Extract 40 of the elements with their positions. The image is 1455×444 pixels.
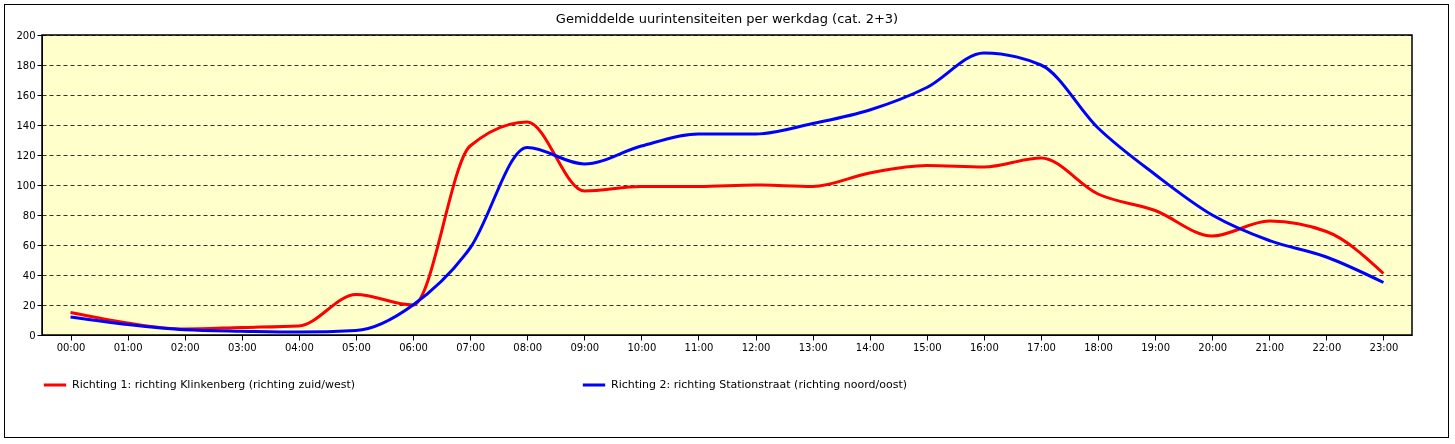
y-tick-label: 140	[16, 119, 36, 131]
x-tick-label: 00:00	[56, 341, 86, 353]
x-tick-label: 02:00	[170, 341, 200, 353]
x-tick-label: 12:00	[741, 341, 771, 353]
x-tick-label: 18:00	[1084, 341, 1113, 353]
x-tick-label: 01:00	[113, 341, 143, 353]
line-series	[69, 51, 1385, 334]
x-tick-label: 09:00	[570, 341, 600, 353]
x-tick-label: 06:00	[399, 341, 428, 353]
y-tick-label: 40	[22, 269, 36, 281]
x-tick-label: 20:00	[1198, 341, 1228, 353]
x-tick-label: 04:00	[284, 341, 314, 353]
y-tick-label: 120	[16, 149, 36, 161]
x-tick-label: 22:00	[1312, 341, 1342, 353]
x-tick-label: 21:00	[1255, 341, 1285, 353]
x-tick-label: 13:00	[798, 341, 828, 353]
legend-label: Richting 1: richting Klinkenberg (richting zuid/west)	[72, 378, 356, 391]
y-tick-label: 80	[22, 209, 36, 221]
y-tick-label: 0	[29, 329, 36, 341]
y-tick-label: 180	[16, 59, 36, 71]
y-tick-label: 20	[22, 299, 36, 311]
x-tick-label: 23:00	[1369, 341, 1399, 353]
x-tick-label: 08:00	[513, 341, 543, 353]
line-series	[69, 120, 1385, 331]
y-tick-label: 200	[16, 29, 36, 41]
legend-label: Richting 2: richting Stationstraat (richting noord/oost)	[611, 378, 908, 391]
x-tick-label: 19:00	[1141, 341, 1171, 353]
x-tick-label: 17:00	[1027, 341, 1056, 353]
x-tick-label: 11:00	[684, 341, 714, 353]
y-tick-label: 100	[16, 179, 36, 191]
y-tick-label: 60	[22, 239, 36, 251]
x-tick-label: 05:00	[342, 341, 371, 353]
x-tick-label: 07:00	[456, 341, 486, 353]
x-tick-label: 14:00	[855, 341, 885, 353]
chart-title: Gemiddelde uurintensiteiten per werkdag (cat. 2+3)	[555, 11, 899, 26]
x-tick-label: 15:00	[912, 341, 942, 353]
y-tick-label: 160	[16, 89, 36, 101]
x-tick-label: 03:00	[227, 341, 257, 353]
x-tick-label: 16:00	[969, 341, 999, 353]
x-tick-label: 10:00	[627, 341, 657, 353]
